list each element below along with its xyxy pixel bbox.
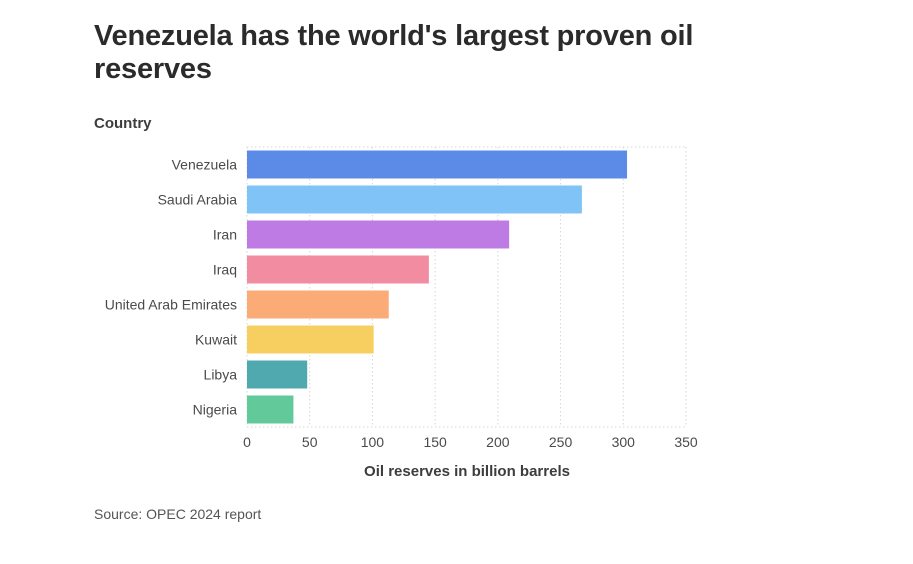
category-label-nigeria: Nigeria	[193, 402, 238, 418]
bar-nigeria	[247, 395, 294, 424]
x-tick-label-200: 200	[486, 434, 510, 450]
x-axis-title: Oil reserves in billion barrels	[364, 463, 570, 480]
category-label-iraq: Iraq	[213, 262, 237, 278]
bars	[247, 150, 628, 424]
category-label-iran: Iran	[213, 227, 237, 243]
x-tick-label-50: 50	[302, 434, 318, 450]
bar-libya	[247, 360, 308, 389]
category-label-venezuela: Venezuela	[172, 157, 238, 173]
category-label-libya: Libya	[204, 367, 238, 383]
chart-title: Venezuela has the world's largest proven…	[94, 20, 694, 85]
bar-venezuela	[247, 150, 628, 179]
category-label-united-arab-emirates: United Arab Emirates	[105, 297, 237, 313]
gridlines	[246, 146, 687, 428]
category-label-kuwait: Kuwait	[195, 332, 237, 348]
x-tick-label-250: 250	[549, 434, 573, 450]
x-tick-label-150: 150	[423, 434, 447, 450]
x-tick-label-300: 300	[612, 434, 636, 450]
bar-united-arab-emirates	[247, 290, 389, 319]
x-tick-label-0: 0	[243, 434, 251, 450]
x-tick-label-350: 350	[674, 434, 698, 450]
category-labels: Venezuela Saudi Arabia Iran Iraq United Arab…	[105, 157, 238, 418]
bar-iraq	[247, 255, 429, 284]
y-axis-title: Country	[94, 115, 152, 132]
x-tick-label-100: 100	[361, 434, 385, 450]
bar-iran	[247, 220, 510, 249]
bar-kuwait	[247, 325, 374, 354]
source-note: Source: OPEC 2024 report	[94, 506, 262, 522]
bar-saudi-arabia	[247, 185, 582, 214]
x-axis-ticks: 0 50 100 150 200 250 300 350	[243, 434, 698, 450]
category-label-saudi-arabia: Saudi Arabia	[158, 192, 238, 208]
